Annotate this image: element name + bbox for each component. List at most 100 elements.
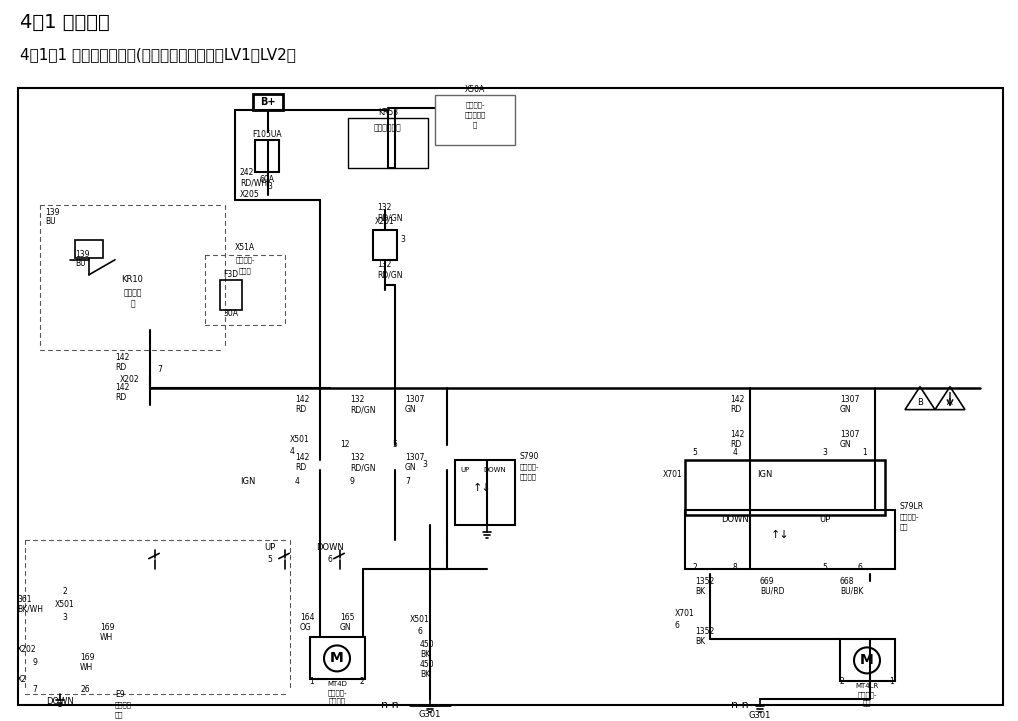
Text: 2: 2 — [840, 677, 844, 686]
Text: 下: 下 — [473, 122, 477, 128]
Bar — [685, 459, 885, 515]
Bar — [253, 94, 283, 110]
Text: 361: 361 — [17, 595, 32, 604]
Text: 3: 3 — [268, 182, 273, 191]
Text: X2: X2 — [17, 675, 27, 684]
Text: G301: G301 — [418, 710, 441, 719]
Text: UP: UP — [819, 515, 831, 524]
Bar — [685, 510, 895, 570]
Bar — [75, 240, 103, 258]
Text: 4: 4 — [290, 447, 295, 456]
Text: BU/BK: BU/BK — [840, 587, 863, 596]
Text: UP: UP — [460, 466, 469, 472]
Text: GN: GN — [340, 623, 351, 632]
Text: B: B — [917, 398, 923, 407]
Text: DOWN: DOWN — [484, 466, 506, 472]
Text: 3: 3 — [422, 460, 428, 469]
Text: 仪表板: 仪表板 — [238, 267, 251, 274]
Text: RD/GN: RD/GN — [350, 463, 376, 472]
Text: MT4LR: MT4LR — [855, 684, 879, 689]
Text: B+: B+ — [261, 97, 276, 107]
Text: BK: BK — [420, 650, 431, 659]
Text: 5: 5 — [823, 563, 828, 572]
Text: X501: X501 — [290, 435, 309, 444]
Text: 669: 669 — [760, 577, 775, 586]
Text: F3D: F3D — [223, 270, 238, 279]
Text: 450: 450 — [420, 660, 435, 669]
Text: RD/WH: RD/WH — [240, 178, 267, 187]
Text: RD/GN: RD/GN — [377, 270, 402, 279]
Text: 5: 5 — [393, 440, 397, 449]
Text: GN: GN — [405, 463, 416, 472]
Text: 1307: 1307 — [840, 395, 859, 404]
Text: 左后: 左后 — [900, 523, 908, 530]
Text: 6: 6 — [857, 563, 862, 572]
Text: 6: 6 — [328, 555, 333, 564]
Text: A: A — [947, 398, 953, 407]
Text: 1307: 1307 — [405, 395, 425, 404]
Text: 139: 139 — [75, 250, 90, 260]
Text: 6: 6 — [417, 627, 422, 636]
Text: X501: X501 — [410, 615, 430, 624]
Text: 模块: 模块 — [115, 711, 123, 717]
Text: RD/GN: RD/GN — [377, 213, 402, 222]
Text: 车窗电机-: 车窗电机- — [857, 691, 876, 698]
Text: BK: BK — [695, 587, 705, 596]
Text: BK/WH: BK/WH — [17, 605, 43, 614]
Text: S790: S790 — [520, 452, 540, 461]
Text: 1352: 1352 — [695, 577, 715, 586]
Text: E9: E9 — [115, 690, 124, 699]
Text: 器: 器 — [130, 299, 134, 308]
Text: RD/GN: RD/GN — [350, 405, 376, 414]
Text: GN: GN — [840, 405, 852, 414]
Text: 2: 2 — [692, 563, 697, 572]
Text: X701: X701 — [675, 609, 694, 618]
Text: X701: X701 — [663, 470, 683, 479]
Text: X501: X501 — [55, 600, 75, 609]
Text: UP: UP — [265, 543, 276, 552]
Text: F105UA: F105UA — [252, 131, 282, 139]
Text: X202: X202 — [120, 375, 139, 384]
Text: 驻车灯继电器: 驻车灯继电器 — [375, 123, 402, 133]
Text: 车窗开关-: 车窗开关- — [520, 464, 540, 470]
Text: 1307: 1307 — [405, 453, 425, 462]
Text: 驾驶员侧: 驾驶员侧 — [329, 697, 345, 704]
Text: 1: 1 — [862, 448, 867, 457]
Text: 26: 26 — [80, 685, 90, 694]
Text: 车窗开关-: 车窗开关- — [900, 513, 919, 520]
Text: 1: 1 — [309, 677, 315, 686]
Bar — [435, 95, 515, 145]
Text: MT4D: MT4D — [327, 681, 347, 687]
Text: G301: G301 — [749, 711, 772, 720]
Text: IGN: IGN — [240, 477, 256, 486]
Bar — [348, 118, 428, 168]
Text: 668: 668 — [840, 577, 854, 586]
Text: WH: WH — [80, 663, 94, 672]
Text: RD: RD — [730, 405, 741, 414]
Text: 142: 142 — [730, 395, 744, 404]
Text: 30A: 30A — [224, 309, 238, 318]
Text: X201: X201 — [376, 217, 395, 226]
Text: 4．1．1 电动车窗示意图(左前、左后车窗）（LV1、LV2）: 4．1．1 电动车窗示意图(左前、左后车窗）（LV1、LV2） — [20, 48, 296, 63]
Text: 1352: 1352 — [695, 627, 715, 636]
Bar — [220, 280, 242, 310]
Text: X205: X205 — [240, 190, 260, 199]
Text: 1: 1 — [890, 677, 895, 686]
Text: 车窗电机-: 车窗电机- — [327, 689, 347, 696]
Text: ↑↓: ↑↓ — [472, 482, 492, 492]
Text: 60A: 60A — [260, 175, 275, 185]
Text: S79LR: S79LR — [900, 502, 924, 511]
Text: 发动机舱盒: 发动机舱盒 — [464, 112, 486, 118]
Text: 132: 132 — [350, 395, 364, 404]
Text: KR10: KR10 — [121, 275, 144, 284]
Text: RD: RD — [115, 363, 126, 372]
Text: 5: 5 — [268, 555, 273, 564]
Text: 142: 142 — [295, 453, 309, 462]
Text: 142: 142 — [730, 430, 744, 439]
Text: 1307: 1307 — [840, 430, 859, 439]
Text: DOWN: DOWN — [317, 543, 344, 552]
Text: WH: WH — [100, 633, 113, 642]
Text: RD: RD — [295, 405, 306, 414]
Text: X51A: X51A — [235, 243, 256, 252]
Bar — [254, 140, 279, 172]
